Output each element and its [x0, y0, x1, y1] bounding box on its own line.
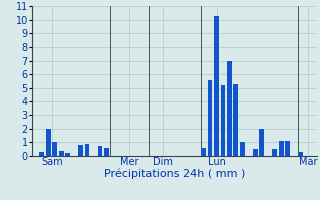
Bar	[104, 148, 109, 156]
Bar	[285, 141, 290, 156]
Bar	[259, 129, 264, 156]
Bar	[240, 142, 245, 156]
Bar	[208, 80, 212, 156]
Bar	[52, 142, 57, 156]
Bar	[279, 141, 284, 156]
Bar	[98, 146, 102, 156]
Bar	[234, 84, 238, 156]
Bar	[201, 148, 206, 156]
Bar	[65, 153, 70, 156]
Bar	[39, 152, 44, 156]
Bar	[59, 151, 64, 156]
X-axis label: Précipitations 24h ( mm ): Précipitations 24h ( mm )	[104, 169, 245, 179]
Bar	[78, 145, 83, 156]
Bar	[298, 152, 303, 156]
Bar	[272, 149, 277, 156]
Bar	[214, 16, 219, 156]
Bar	[46, 129, 51, 156]
Bar	[220, 85, 225, 156]
Bar	[227, 61, 232, 156]
Bar	[253, 149, 258, 156]
Bar	[84, 144, 90, 156]
